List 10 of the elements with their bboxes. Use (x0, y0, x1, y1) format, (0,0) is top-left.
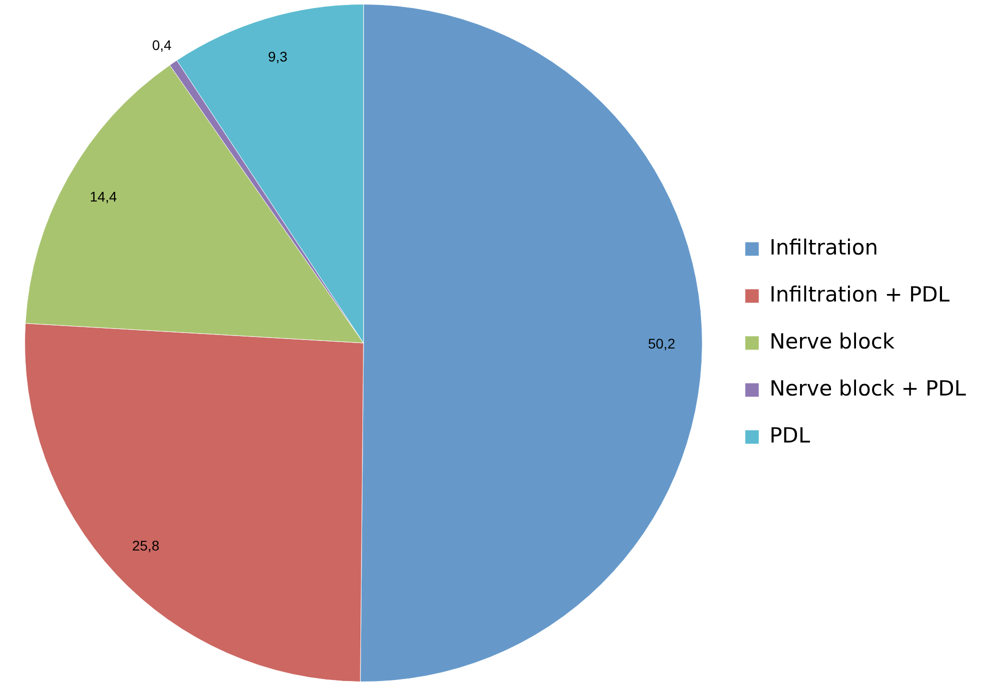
legend-label: Nerve block (770, 329, 896, 354)
data-label: 0,4 (152, 36, 172, 53)
legend-label: PDL (770, 423, 810, 448)
data-label: 14,4 (90, 188, 118, 204)
legend-label: Nerve block + PDL (770, 376, 966, 400)
data-label: 25,8 (132, 537, 160, 554)
legend-label: Infiltration (770, 235, 878, 260)
data-label: 9,3 (268, 48, 288, 64)
legend-label: Infiltration + PDL (770, 282, 950, 306)
data-label: 50,2 (648, 335, 676, 352)
